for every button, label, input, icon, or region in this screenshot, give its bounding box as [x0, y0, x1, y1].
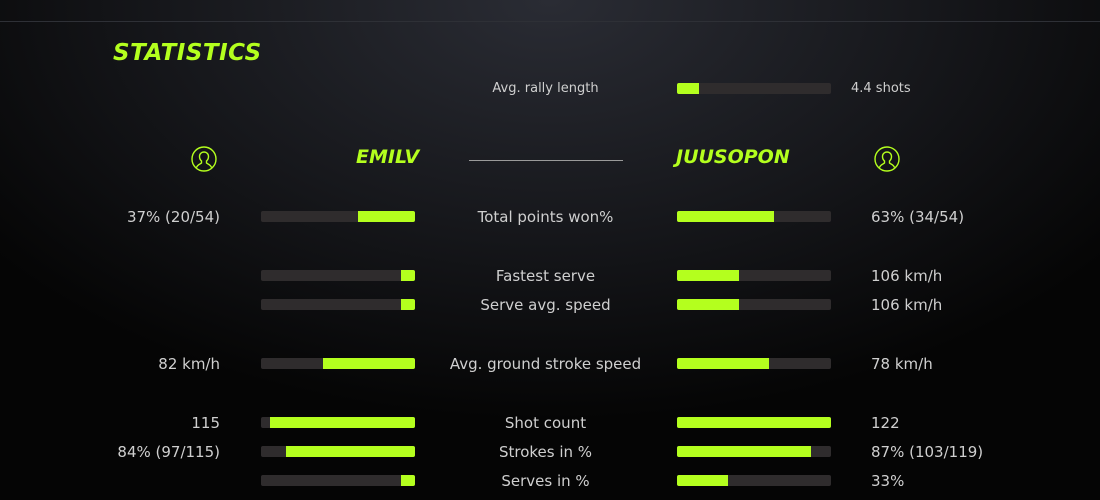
stat-label: Strokes in % — [498, 443, 593, 461]
left-value: 82 km/h — [158, 355, 220, 373]
right-bar — [677, 417, 831, 428]
right-value: 122 — [871, 414, 900, 432]
right-bar — [677, 270, 831, 281]
rally-row: Avg. rally length 4.4 shots — [0, 80, 1100, 100]
top-divider — [0, 21, 1100, 22]
stat-row: 82 km/h Avg. ground stroke speed 78 km/h — [0, 355, 1100, 375]
bar-fill — [401, 475, 415, 486]
left-value: 115 — [191, 414, 220, 432]
bar-fill — [322, 358, 415, 369]
right-bar — [677, 211, 831, 222]
right-value: 78 km/h — [871, 355, 933, 373]
right-value: 87% (103/119) — [871, 443, 984, 461]
stat-label: Serves in % — [501, 472, 590, 490]
stat-row: 115 Shot count 122 — [0, 414, 1100, 434]
left-bar — [261, 446, 415, 457]
stat-row: Fastest serve 106 km/h — [0, 267, 1100, 287]
left-value: 84% (97/115) — [117, 443, 220, 461]
rally-bar — [677, 83, 831, 94]
page-title: STATISTICS — [113, 40, 262, 66]
bar-fill — [358, 211, 415, 222]
bar-fill — [677, 475, 728, 486]
bar-fill — [677, 270, 739, 281]
bar-fill — [677, 211, 775, 222]
right-bar — [677, 446, 831, 457]
right-bar — [677, 475, 831, 486]
stat-label: Serve avg. speed — [480, 296, 611, 314]
user-circle-icon — [874, 146, 900, 172]
player-right-name: JUUSOPON — [676, 146, 790, 168]
stat-row: 37% (20/54) Total points won% 63% (34/54… — [0, 208, 1100, 228]
bar-fill — [401, 299, 415, 310]
stat-label: Fastest serve — [495, 267, 596, 285]
bar-fill — [401, 270, 415, 281]
left-bar — [261, 417, 415, 428]
user-circle-icon — [191, 146, 217, 172]
bar-fill — [677, 299, 739, 310]
bar-fill — [677, 358, 770, 369]
right-value: 33% — [871, 472, 905, 490]
stat-label: Shot count — [504, 414, 587, 432]
stat-label: Avg. rally length — [492, 81, 599, 96]
bar-fill — [677, 446, 811, 457]
bar-fill — [677, 83, 699, 94]
stat-value: 4.4 shots — [851, 81, 911, 96]
left-bar — [261, 270, 415, 281]
right-bar — [677, 299, 831, 310]
right-value: 106 km/h — [871, 296, 943, 314]
left-bar — [261, 475, 415, 486]
right-value: 63% (34/54) — [871, 208, 965, 226]
stat-row: Serves in % 33% — [0, 472, 1100, 492]
left-bar — [261, 211, 415, 222]
right-bar — [677, 358, 831, 369]
right-value: 106 km/h — [871, 267, 943, 285]
player-left-name: EMILV — [356, 146, 420, 168]
stat-row: Serve avg. speed 106 km/h — [0, 296, 1100, 316]
bar-fill — [677, 417, 831, 428]
stat-label: Avg. ground stroke speed — [449, 355, 642, 373]
bar-fill — [270, 417, 415, 428]
stat-label: Total points won% — [477, 208, 614, 226]
left-value: 37% (20/54) — [126, 208, 220, 226]
stat-row: 84% (97/115) Strokes in % 87% (103/119) — [0, 443, 1100, 463]
header-divider — [469, 160, 623, 161]
bar-fill — [285, 446, 415, 457]
left-bar — [261, 358, 415, 369]
left-bar — [261, 299, 415, 310]
